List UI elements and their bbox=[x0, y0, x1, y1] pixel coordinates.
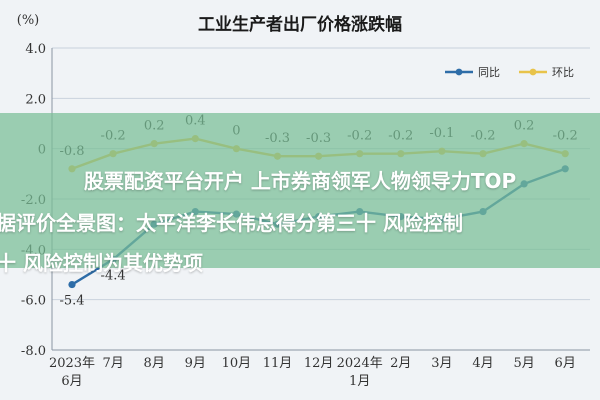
banner-line-2: 据评价全景图：太平洋李长伟总得分第三十 风险控制 bbox=[0, 211, 463, 235]
x-tick-label: 11月 bbox=[263, 356, 293, 371]
legend-marker-1 bbox=[455, 68, 463, 76]
series-1-point bbox=[68, 280, 76, 289]
y-unit-label: (%) bbox=[17, 13, 40, 28]
legend-marker-2 bbox=[529, 68, 537, 76]
x-tick-label: 2023年 bbox=[49, 356, 95, 371]
x-tick-label: 9月 bbox=[185, 356, 206, 371]
watermark-banner: 股票配资平台开户 上市券商领军人物领导力TOP 据评价全景图：太平洋李长伟总得分… bbox=[0, 113, 600, 275]
x-tick-label: 6月 bbox=[555, 356, 576, 371]
x-tick-label: 7月 bbox=[102, 356, 123, 371]
data-label: -5.4 bbox=[59, 294, 84, 309]
x-tick-label: 5月 bbox=[513, 356, 534, 371]
y-tick-label: -8.0 bbox=[21, 344, 46, 359]
chart-title: 工业生产者出厂价格涨跌幅 bbox=[198, 14, 402, 35]
x-tick-label: 1月 bbox=[349, 374, 370, 389]
x-tick-label: 2月 bbox=[390, 356, 411, 371]
data-label: -4.4 bbox=[101, 268, 126, 283]
y-tick-label: 4.0 bbox=[25, 42, 46, 57]
legend-label-2: 环比 bbox=[552, 66, 574, 79]
x-tick-label: 12月 bbox=[304, 356, 334, 371]
x-tick-label: 2024年 bbox=[337, 356, 383, 371]
x-tick-label: 4月 bbox=[472, 356, 493, 371]
banner-line-1: 股票配资平台开户 上市券商领军人物领导力TOP bbox=[83, 169, 517, 193]
y-tick-label: -6.0 bbox=[21, 294, 46, 309]
x-tick-label: 10月 bbox=[222, 356, 252, 371]
legend-label-1: 同比 bbox=[478, 66, 500, 79]
x-tick-label: 8月 bbox=[144, 356, 165, 371]
y-tick-label: 2.0 bbox=[25, 92, 46, 107]
x-tick-label: 6月 bbox=[61, 374, 82, 389]
x-tick-label: 3月 bbox=[431, 356, 452, 371]
banner-line-3: 十 风险控制为其优势项 bbox=[0, 251, 203, 275]
